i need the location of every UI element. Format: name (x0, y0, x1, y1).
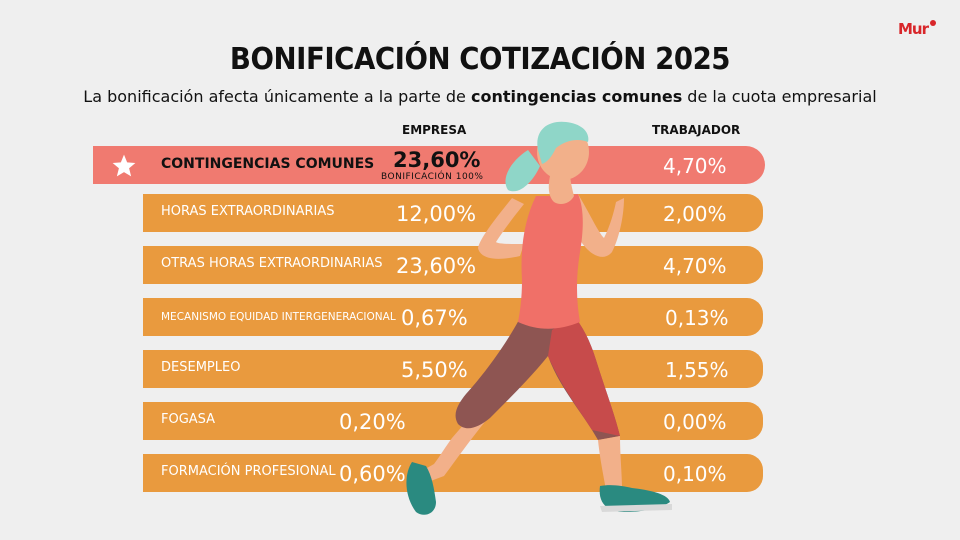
brand-logo: Mur (898, 20, 929, 38)
row-label: MECANISMO EQUIDAD INTERGENERACIONAL (161, 311, 396, 323)
row-label: OTRAS HORAS EXTRAORDINARIAS (161, 256, 383, 271)
row-trabajador-value: 1,55% (665, 358, 729, 382)
row-note: BONIFICACIÓN 100% (381, 172, 484, 182)
row-empresa-value: 0,60% (339, 462, 406, 486)
row-label: CONTINGENCIAS COMUNES (161, 156, 375, 172)
row-empresa-value: 23,60% (393, 148, 481, 172)
table-row-contingencias-comunes: CONTINGENCIAS COMUNES 23,60% BONIFICACIÓ… (93, 146, 765, 184)
row-trabajador-value: 0,10% (663, 462, 727, 486)
star-icon (112, 154, 136, 177)
row-empresa-value: 0,20% (339, 410, 406, 434)
table-row-desempleo: DESEMPLEO 5,50% 1,55% (143, 350, 763, 388)
table-row-formacion-profesional: FORMACIÓN PROFESIONAL 0,60% 0,10% (143, 454, 763, 492)
subtitle-text-bold: contingencias comunes (470, 87, 683, 106)
row-trabajador-value: 4,70% (663, 154, 727, 178)
column-header-empresa: EMPRESA (402, 123, 467, 137)
subtitle-text-after: de la cuota empresarial (682, 87, 877, 106)
subtitle-text-before: La bonificación afecta únicamente a la p… (83, 87, 471, 106)
page-title: BONIFICACIÓN COTIZACIÓN 2025 (229, 42, 731, 77)
row-trabajador-value: 0,00% (663, 410, 727, 434)
row-empresa-value: 5,50% (401, 358, 468, 382)
row-label: HORAS EXTRAORDINARIAS (161, 204, 335, 219)
table-row-otras-horas-extraordinarias: OTRAS HORAS EXTRAORDINARIAS 23,60% 4,70% (143, 246, 763, 284)
page-subtitle: La bonificación afecta únicamente a la p… (0, 87, 960, 106)
row-empresa-value: 23,60% (396, 254, 477, 278)
table-row-fogasa: FOGASA 0,20% 0,00% (143, 402, 763, 440)
table-row-horas-extraordinarias: HORAS EXTRAORDINARIAS 12,00% 2,00% (143, 194, 763, 232)
table-row-mecanismo-equidad: MECANISMO EQUIDAD INTERGENERACIONAL 0,67… (143, 298, 763, 336)
row-empresa-value: 0,67% (401, 306, 468, 330)
row-trabajador-value: 0,13% (665, 306, 729, 330)
row-label: DESEMPLEO (161, 360, 241, 375)
row-trabajador-value: 4,70% (663, 254, 727, 278)
row-label: FORMACIÓN PROFESIONAL (161, 464, 336, 479)
row-label: FOGASA (161, 412, 216, 427)
row-empresa-value: 12,00% (396, 202, 477, 226)
brand-logo-dot (930, 20, 936, 26)
row-trabajador-value: 2,00% (663, 202, 727, 226)
column-header-trabajador: TRABAJADOR (652, 123, 741, 137)
